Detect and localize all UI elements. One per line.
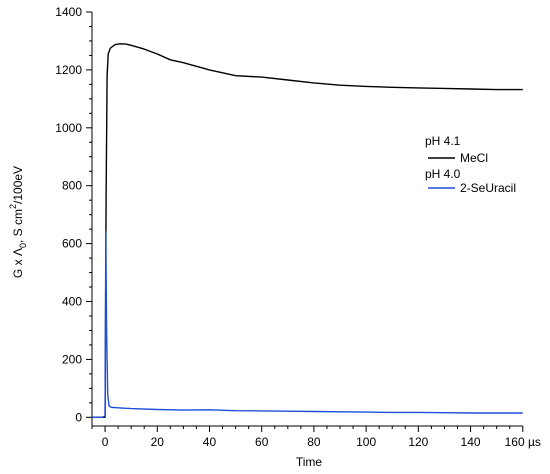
x-tick-label: 0 <box>102 435 109 449</box>
x-tick-label: 40 <box>203 435 217 449</box>
y-axis-title-unit-tail: /100eV <box>11 166 25 204</box>
axes: 0 200 400 600 800 1000 1200 1400 0 20 40 60 80 100 120… <box>55 5 541 449</box>
x-tick-label: 80 <box>307 435 321 449</box>
legend-group-label-2: pH 4.0 <box>425 167 461 181</box>
y-tick-label: 400 <box>62 295 82 309</box>
x-tick-label: 120 <box>408 435 428 449</box>
x-tick-label: 20 <box>151 435 165 449</box>
y-tick-label: 800 <box>62 179 82 193</box>
legend-group-label-1: pH 4.1 <box>425 134 461 148</box>
x-tick-label: 60 <box>255 435 269 449</box>
y-tick-label: 0 <box>75 410 82 424</box>
y-axis-title-sup: 2 <box>8 204 18 209</box>
legend: pH 4.1 MeCl pH 4.0 2-SeUracil <box>425 134 516 195</box>
x-axis-title: Time <box>296 455 323 469</box>
series-line-2-seuracil <box>92 231 523 418</box>
y-tick-label: 200 <box>62 352 82 366</box>
y-tick-label: 1200 <box>55 63 82 77</box>
x-tick-label: 160 µs <box>505 435 541 449</box>
x-tick-label: 100 <box>356 435 376 449</box>
y-axis-title-main: G x Λ <box>11 248 25 278</box>
y-axis-title: G x Λ0, S cm2/100eV <box>8 166 28 278</box>
legend-label-mecl: MeCl <box>460 151 488 165</box>
legend-label-2-seuracil: 2-SeUracil <box>460 181 516 195</box>
series-line-mecl <box>92 43 523 418</box>
y-tick-label: 1400 <box>55 5 82 19</box>
y-axis-title-unit: , S cm <box>11 209 25 243</box>
y-tick-label: 1000 <box>55 121 82 135</box>
x-tick-label: 140 <box>461 435 481 449</box>
series-layer <box>92 43 523 418</box>
y-axis-title-sub: 0 <box>18 243 28 248</box>
y-tick-label: 600 <box>62 237 82 251</box>
